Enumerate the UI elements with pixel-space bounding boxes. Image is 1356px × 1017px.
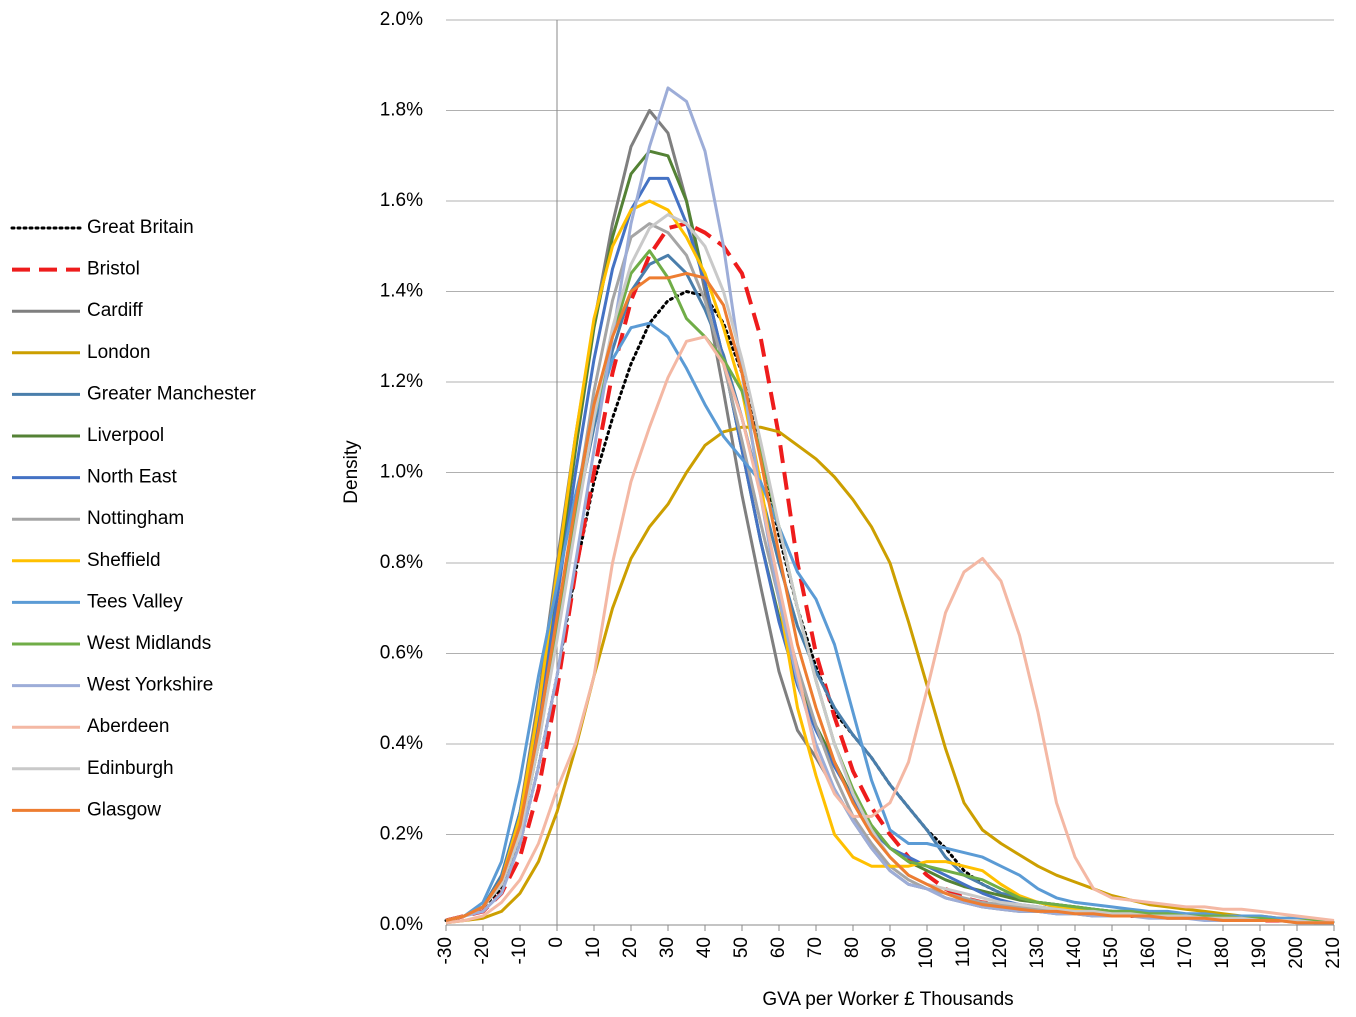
y-tick-label: 0.8% — [380, 552, 423, 573]
x-tick-label: 60 — [768, 937, 789, 958]
x-tick-label: 10 — [583, 937, 604, 958]
x-tick-label: 100 — [916, 937, 937, 969]
y-tick-label: 0.2% — [380, 824, 423, 845]
x-tick-label: 40 — [694, 937, 715, 958]
x-tick-label: 160 — [1138, 937, 1159, 969]
series-line — [445, 213, 1334, 925]
series-line — [445, 221, 1335, 925]
y-tick-label: 1.0% — [380, 462, 423, 483]
x-tick-label: 0 — [546, 937, 567, 948]
y-tick-label: 0.4% — [380, 733, 423, 754]
legend-label: Liverpool — [87, 425, 164, 446]
x-tick-label: -30 — [435, 937, 456, 964]
x-tick-label: 110 — [953, 937, 974, 967]
legend-label: West Midlands — [87, 633, 211, 654]
y-tick-label: 1.6% — [380, 190, 423, 211]
y-tick-label: 0.0% — [380, 914, 423, 935]
series-line — [445, 249, 1335, 925]
legend-label: Aberdeen — [87, 716, 169, 737]
x-tick-label: -20 — [472, 937, 493, 964]
legend-label: Tees Valley — [87, 591, 183, 612]
x-axis-title: GVA per Worker £ Thousands — [762, 989, 1013, 1010]
legend-label: Great Britain — [87, 217, 194, 238]
x-tick-label: 170 — [1175, 937, 1196, 969]
legend-label: North East — [87, 467, 177, 488]
series-line — [445, 335, 1335, 925]
legend-label: Edinburgh — [87, 758, 174, 779]
x-tick-label: 180 — [1212, 937, 1233, 969]
x-tick-label: 210 — [1323, 937, 1344, 969]
legend-label: West Yorkshire — [87, 675, 213, 696]
legend-label: Glasgow — [87, 799, 161, 820]
legend-label: Sheffield — [87, 550, 161, 571]
y-tick-label: 0.6% — [380, 643, 423, 664]
x-tick-label: 190 — [1249, 937, 1270, 969]
series-line — [445, 271, 1334, 925]
x-tick-label: 20 — [620, 937, 641, 958]
x-tick-label: 50 — [731, 937, 752, 958]
x-tick-label: 30 — [657, 937, 678, 958]
legend-label: Cardiff — [87, 300, 143, 321]
y-tick-label: 1.8% — [380, 100, 423, 121]
x-tick-label: 200 — [1286, 937, 1307, 969]
x-tick-label: 120 — [990, 937, 1011, 969]
legend-label: London — [87, 342, 150, 363]
x-tick-label: 90 — [879, 937, 900, 958]
x-tick-label: 150 — [1101, 937, 1122, 969]
legend-label: Greater Manchester — [87, 383, 257, 404]
series-line — [445, 253, 1335, 925]
y-tick-label: 1.4% — [380, 281, 423, 302]
y-tick-label: 1.2% — [380, 371, 423, 392]
x-tick-label: -10 — [509, 937, 530, 964]
legend-label: Bristol — [87, 259, 140, 280]
x-tick-label: 70 — [805, 937, 826, 958]
series-line — [445, 222, 1334, 925]
y-tick-label: 2.0% — [380, 9, 423, 30]
x-tick-label: 130 — [1027, 937, 1048, 969]
y-axis-title: Density — [341, 440, 362, 504]
x-tick-label: 80 — [842, 937, 863, 958]
x-tick-label: 140 — [1064, 937, 1085, 969]
legend-label: Nottingham — [87, 508, 184, 529]
